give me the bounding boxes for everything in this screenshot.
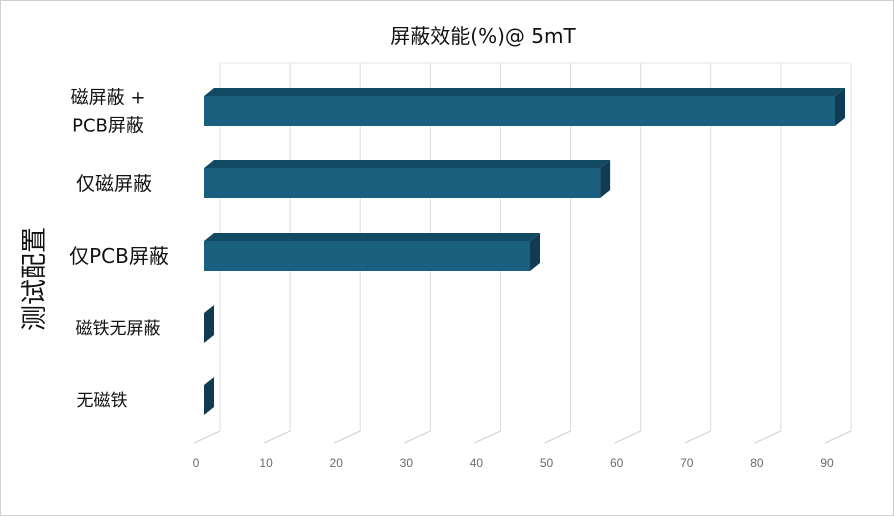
category-label: 无磁铁 bbox=[77, 391, 128, 411]
floor-line bbox=[544, 430, 571, 444]
bar bbox=[204, 160, 611, 198]
category-label: 磁屏蔽 + PCB屏蔽 bbox=[71, 88, 146, 137]
x-tick-label: 40 bbox=[470, 456, 484, 470]
floor-line bbox=[263, 430, 291, 444]
bar-side bbox=[204, 377, 214, 415]
bar-side bbox=[835, 88, 845, 126]
floor-line bbox=[824, 430, 852, 444]
bar-side bbox=[600, 160, 611, 198]
x-tick-label: 60 bbox=[610, 456, 624, 470]
x-tick-label: 30 bbox=[400, 456, 414, 470]
x-tick-label: 20 bbox=[330, 456, 344, 470]
chart-title: 屏蔽效能(%)@ 5mT bbox=[390, 24, 576, 48]
floor-line bbox=[684, 430, 711, 444]
x-tick-labels: 0 10 20 30 40 50 60 70 80 90 bbox=[193, 456, 834, 470]
bar-front bbox=[204, 96, 835, 126]
bar-side bbox=[530, 233, 541, 271]
category-label: 仅PCB屏蔽 bbox=[69, 244, 169, 268]
bar-front bbox=[204, 168, 601, 198]
bar-front bbox=[204, 241, 531, 271]
floor-line bbox=[404, 430, 431, 444]
bar-top bbox=[204, 233, 541, 241]
x-tick-label: 70 bbox=[680, 456, 694, 470]
floor-line bbox=[474, 430, 501, 444]
floor-line bbox=[754, 430, 782, 444]
x-tick-label: 0 bbox=[193, 456, 200, 470]
x-tick-label: 80 bbox=[750, 456, 764, 470]
x-tick-label: 50 bbox=[540, 456, 554, 470]
floor-line bbox=[193, 430, 221, 444]
category-label: 磁铁无屏蔽 bbox=[76, 319, 161, 339]
floor-line bbox=[614, 430, 641, 444]
bar-side bbox=[204, 305, 214, 343]
bar-top bbox=[204, 88, 845, 96]
floor-line bbox=[334, 430, 361, 444]
bar bbox=[204, 233, 541, 271]
bars bbox=[204, 88, 845, 415]
y-axis-label: 测试配置 bbox=[20, 227, 50, 331]
bar bbox=[204, 305, 214, 343]
category-label: 仅磁屏蔽 bbox=[76, 173, 152, 195]
x-tick-label: 10 bbox=[259, 456, 273, 470]
bar-top bbox=[204, 160, 611, 168]
bar bbox=[204, 377, 214, 415]
bar bbox=[204, 88, 845, 126]
x-tick-label: 90 bbox=[820, 456, 834, 470]
